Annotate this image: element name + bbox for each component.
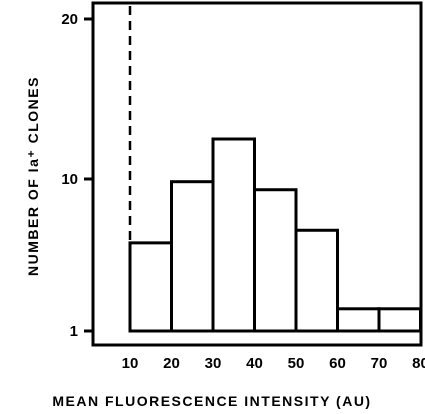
- y-axis-ticks: 1 10 20: [61, 11, 93, 340]
- x-tick-label: 60: [329, 355, 346, 372]
- bars-group: [128, 137, 422, 333]
- histogram-bar: [294, 228, 339, 333]
- histogram-bar: [253, 188, 298, 333]
- x-axis-title: MEAN FLUORESCENCE INTENSITY (AU): [52, 393, 371, 409]
- x-tick-label: 50: [288, 355, 305, 372]
- y-tick-label: 10: [61, 171, 78, 188]
- x-tick-label: 80: [412, 355, 425, 372]
- x-tick-label: 10: [122, 355, 139, 372]
- plot-frame: [91, 1, 423, 347]
- x-tick-labels: 10 20 30 40 50 60 70 80: [122, 355, 425, 372]
- y-axis-title: NUMBER OF Ia⁺ CLONES: [25, 76, 41, 276]
- x-tick-label: 70: [371, 355, 388, 372]
- y-tick-label: 1: [70, 323, 78, 340]
- x-tick-label: 40: [246, 355, 263, 372]
- histogram-bar: [336, 307, 381, 333]
- y-tick-label: 20: [61, 11, 78, 28]
- x-tick-label: 20: [163, 355, 180, 372]
- histogram-bar: [170, 180, 215, 333]
- x-tick-label: 30: [205, 355, 222, 372]
- histogram-bar: [128, 241, 173, 333]
- histogram-bar: [211, 137, 256, 333]
- histogram-bar: [377, 307, 422, 333]
